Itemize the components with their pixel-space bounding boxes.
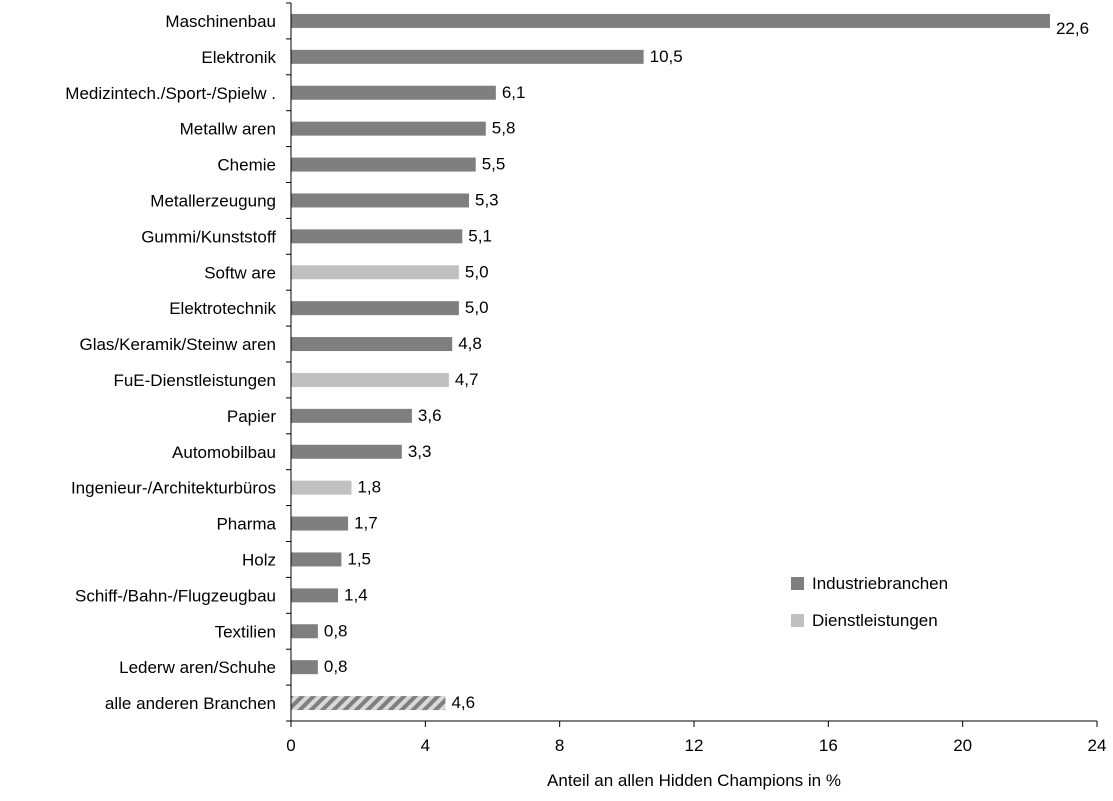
category-label-7: Softw are — [204, 263, 276, 282]
value-label-9: 4,8 — [458, 334, 482, 353]
bar-12 — [291, 444, 402, 459]
value-label-6: 5,1 — [468, 226, 492, 245]
value-label-5: 5,3 — [475, 190, 499, 209]
value-label-15: 1,5 — [347, 549, 371, 568]
bar-9 — [291, 337, 453, 352]
bar-4 — [291, 157, 476, 172]
legend-swatch-0 — [791, 577, 804, 590]
category-label-13: Ingenieur-/Architekturbüros — [71, 479, 276, 498]
category-label-3: Metallw aren — [180, 120, 276, 139]
x-tick-label-3: 12 — [685, 736, 704, 755]
bar-17 — [291, 624, 318, 639]
category-label-14: Pharma — [216, 515, 276, 534]
x-tick-label-0: 0 — [286, 736, 295, 755]
value-label-12: 3,3 — [408, 442, 432, 461]
category-label-11: Papier — [227, 407, 276, 426]
category-label-5: Metallerzeugung — [150, 191, 276, 210]
bars-group — [291, 13, 1050, 711]
category-label-17: Textilien — [215, 622, 276, 641]
value-label-17: 0,8 — [324, 621, 348, 640]
category-label-12: Automobilbau — [172, 443, 276, 462]
value-label-16: 1,4 — [344, 585, 368, 604]
bar-0 — [291, 13, 1050, 28]
category-label-19: alle anderen Branchen — [105, 694, 276, 713]
bar-16 — [291, 588, 339, 603]
category-labels: Maschinenbau Elektronik Medizintech./Sport… — [65, 12, 276, 713]
axes-group — [286, 2, 1097, 722]
category-label-2: Medizintech./Sport-/Spielw . — [65, 84, 276, 103]
category-label-16: Schiff-/Bahn-/Flugzeugbau — [75, 586, 276, 605]
value-label-1: 10,5 — [650, 47, 683, 66]
value-label-19: 4,6 — [451, 693, 475, 712]
legend-label-1: Dienstleistungen — [812, 611, 938, 630]
bar-15 — [291, 552, 342, 567]
value-label-4: 5,5 — [482, 155, 506, 174]
bar-2 — [291, 85, 496, 100]
x-tick-label-2: 8 — [555, 736, 564, 755]
bar-3 — [291, 121, 486, 136]
category-label-1: Elektronik — [201, 48, 276, 67]
category-label-6: Gummi/Kunststoff — [141, 227, 276, 246]
x-tick-label-1: 4 — [421, 736, 430, 755]
bar-13 — [291, 480, 352, 495]
category-label-4: Chemie — [217, 156, 276, 175]
legend-swatch-1 — [791, 614, 804, 627]
bar-6 — [291, 229, 463, 244]
category-label-8: Elektrotechnik — [169, 299, 276, 318]
category-label-18: Lederw aren/Schuhe — [119, 658, 276, 677]
bar-19 — [291, 696, 446, 711]
bar-8 — [291, 301, 459, 316]
x-tick-label-4: 16 — [819, 736, 838, 755]
value-label-7: 5,0 — [465, 262, 489, 281]
category-label-10: FuE-Dienstleistungen — [113, 371, 276, 390]
x-axis-title: Anteil an allen Hidden Champions in % — [547, 771, 841, 790]
value-label-3: 5,8 — [492, 119, 516, 138]
value-label-18: 0,8 — [324, 657, 348, 676]
x-ticks: 0 4 8 12 16 20 24 — [286, 721, 1106, 755]
bar-11 — [291, 408, 412, 423]
value-label-2: 6,1 — [502, 83, 526, 102]
legend: Industriebranchen Dienstleistungen — [791, 574, 948, 630]
category-label-0: Maschinenbau — [165, 12, 276, 31]
category-label-9: Glas/Keramik/Steinw aren — [79, 335, 276, 354]
x-tick-label-5: 20 — [953, 736, 972, 755]
value-label-11: 3,6 — [418, 406, 442, 425]
bar-10 — [291, 372, 449, 387]
bar-14 — [291, 516, 349, 531]
x-tick-label-6: 24 — [1088, 736, 1107, 755]
category-label-15: Holz — [242, 550, 276, 569]
value-label-10: 4,7 — [455, 370, 479, 389]
bar-1 — [291, 49, 644, 64]
value-label-13: 1,8 — [357, 478, 381, 497]
value-label-0: 22,6 — [1056, 19, 1089, 38]
bar-5 — [291, 193, 469, 208]
bar-7 — [291, 265, 459, 280]
bar-18 — [291, 660, 318, 675]
legend-label-0: Industriebranchen — [812, 574, 948, 593]
value-label-14: 1,7 — [354, 514, 378, 533]
value-label-8: 5,0 — [465, 298, 489, 317]
value-labels: 22,6 10,5 6,1 5,8 5,5 5,3 5,1 5,0 5,0 4,8 4,7 3,6 3,… — [324, 19, 1089, 712]
